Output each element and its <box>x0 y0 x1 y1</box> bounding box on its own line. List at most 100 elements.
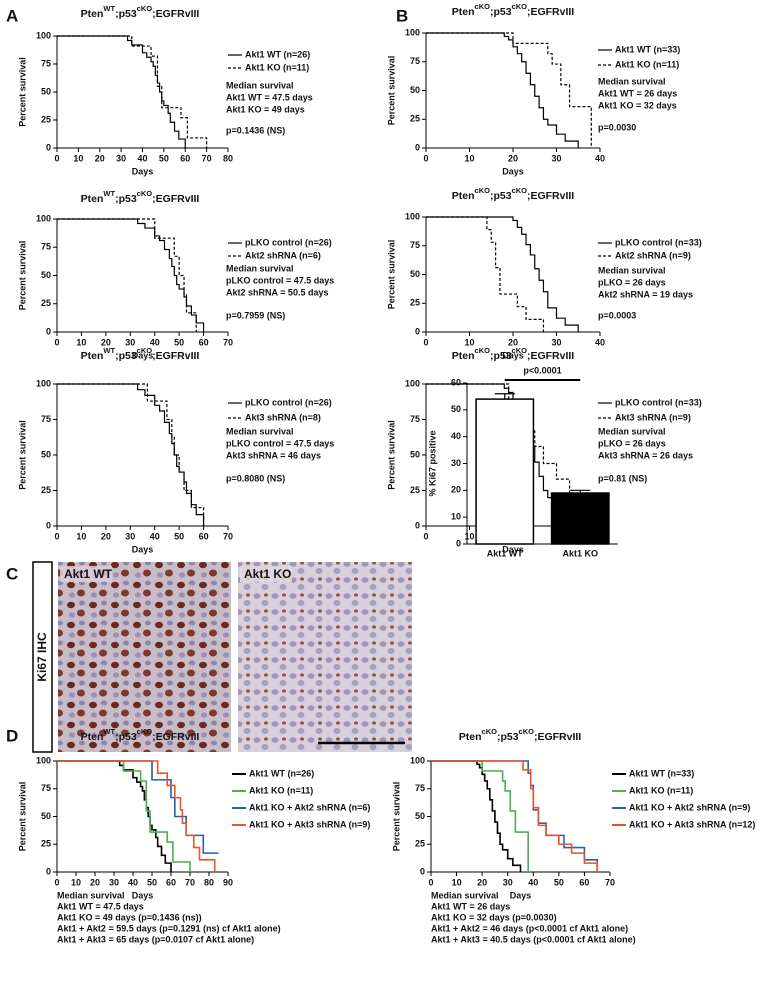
x-axis-label: Days <box>132 350 154 360</box>
x-tick-label: 70 <box>223 531 233 541</box>
p-value: p=0.1436 (NS) <box>226 125 285 135</box>
y-tick-label: 0 <box>420 866 425 876</box>
y-tick-label: 75 <box>410 56 420 66</box>
y-tick-label: 75 <box>41 414 51 424</box>
x-tick-label: 40 <box>150 531 160 541</box>
title-part: cKO <box>475 346 491 355</box>
x-axis-label: Days <box>502 166 524 176</box>
legend-label: Akt1 KO (n=11) <box>615 59 679 69</box>
title-part: ;p53 <box>497 731 519 743</box>
x-tick-label: 30 <box>116 153 126 163</box>
x-tick-label: 20 <box>508 153 518 163</box>
chart-title: PtenWT;p53cKO;EGFRvIII <box>81 727 200 742</box>
annotation: pLKO = 26 days <box>598 438 666 448</box>
x-axis-label: Days <box>510 890 532 900</box>
title-part: ;EGFRvIII <box>534 731 581 743</box>
y-tick-label: 25 <box>41 839 51 849</box>
x-tick-label: 0 <box>428 877 433 887</box>
chart-title: PtencKO;p53cKO;EGFRvIII <box>459 727 582 742</box>
title-part: ;p53 <box>490 190 512 202</box>
legend-label: Akt1 KO + Akt2 shRNA (n=9) <box>629 802 750 812</box>
x-tick-label: 40 <box>128 877 138 887</box>
survival-curve <box>57 35 208 148</box>
survival-curve <box>57 218 197 332</box>
legend-label: Akt1 WT (n=26) <box>245 49 310 59</box>
x-tick-label: 20 <box>477 877 487 887</box>
annotation: Akt1 + Akt3 = 40.5 days (p<0.0001 cf Akt… <box>431 934 636 944</box>
x-tick-label: 70 <box>185 877 195 887</box>
title-part: ;EGFRvIII <box>152 350 199 362</box>
legend-label: Akt1 WT (n=33) <box>629 768 694 778</box>
image-label: Akt1 KO <box>244 567 291 581</box>
y-axis-label: Percent survival <box>17 420 27 490</box>
x-tick-label: 30 <box>125 531 135 541</box>
y-axis-label: Percent survival <box>17 241 27 311</box>
y-tick-label: 100 <box>410 755 425 765</box>
image-label: Akt1 WT <box>64 567 113 581</box>
annotation: Akt1 WT = 47.5 days <box>57 901 144 911</box>
annotation: Akt1 + Akt2 = 46 days (p<0.0001 cf Akt1 … <box>431 923 628 933</box>
chart-title: PtenWT;p53cKO;EGFRvIII <box>81 4 200 19</box>
p-value: p=0.8080 (NS) <box>226 473 285 483</box>
legend-label: pLKO control (n=33) <box>615 397 702 407</box>
panel-letter: B <box>396 6 408 25</box>
annotation: Median survival <box>57 890 125 900</box>
ihc-image-ko <box>238 562 412 752</box>
y-tick-label: 100 <box>36 213 51 223</box>
y-tick-label: 30 <box>451 458 461 468</box>
y-tick-label: 100 <box>405 211 420 221</box>
legend-label: Akt1 KO + Akt3 shRNA (n=12) <box>629 819 755 829</box>
title-part: cKO <box>482 727 498 736</box>
x-tick-label: 40 <box>137 153 147 163</box>
y-tick-label: 50 <box>410 449 420 459</box>
legend-label: pLKO control (n=26) <box>245 237 332 247</box>
panel-letter: C <box>6 564 18 583</box>
title-part: ;p53 <box>490 350 512 362</box>
annotation: Akt1 + Akt2 = 59.5 days (p=0.1291 (ns) c… <box>57 923 281 933</box>
x-axis-label: Days <box>502 544 524 554</box>
p-value: p=0.7959 (NS) <box>226 310 285 320</box>
annotation: Akt2 shRNA = 19 days <box>598 289 693 299</box>
x-tick-label: 40 <box>595 153 605 163</box>
x-tick-label: 10 <box>464 153 474 163</box>
y-tick-label: 0 <box>46 866 51 876</box>
title-part: cKO <box>512 346 528 355</box>
legend-label: Akt2 shRNA (n=6) <box>245 250 321 260</box>
y-tick-label: 20 <box>451 485 461 495</box>
x-axis-label: Days <box>132 890 154 900</box>
y-tick-label: 0 <box>415 142 420 152</box>
y-axis-label: Percent survival <box>17 782 27 852</box>
annotation: Akt1 WT = 26 days <box>598 88 677 98</box>
title-part: cKO <box>137 4 153 13</box>
x-tick-label: 80 <box>223 153 233 163</box>
annotation: Akt1 KO = 49 days <box>226 104 305 114</box>
y-tick-label: 60 <box>451 377 461 387</box>
y-tick-label: 0 <box>46 326 51 336</box>
y-tick-label: 0 <box>456 538 461 548</box>
x-tick-label: 30 <box>551 337 561 347</box>
x-tick-label: 10 <box>464 531 474 541</box>
annotation: Median survival <box>226 426 294 436</box>
legend-label: Akt3 shRNA (n=8) <box>245 412 321 422</box>
annotation: Akt1 KO = 49 days (p=0.1436 (ns)) <box>57 912 202 922</box>
y-tick-label: 50 <box>41 811 51 821</box>
annotation: Akt3 shRNA = 46 days <box>226 450 321 460</box>
title-part: WT <box>103 189 115 198</box>
x-tick-label: 0 <box>54 877 59 887</box>
x-tick-label: 20 <box>508 337 518 347</box>
legend-label: Akt1 WT (n=33) <box>615 44 680 54</box>
y-axis-label: % Ki67 positive <box>427 430 437 496</box>
title-part: cKO <box>137 727 153 736</box>
title-part: cKO <box>137 346 153 355</box>
title-part: WT <box>103 4 115 13</box>
survival-curve <box>426 216 579 332</box>
title-part: Pten <box>81 8 104 20</box>
y-tick-label: 50 <box>41 86 51 96</box>
survival-curve <box>57 760 172 872</box>
legend-label: pLKO control (n=33) <box>615 237 702 247</box>
x-tick-label: 50 <box>554 877 564 887</box>
x-tick-label: 20 <box>101 531 111 541</box>
x-tick-label: Akt1 KO <box>562 548 598 558</box>
p-value: p=0.81 (NS) <box>598 473 647 483</box>
